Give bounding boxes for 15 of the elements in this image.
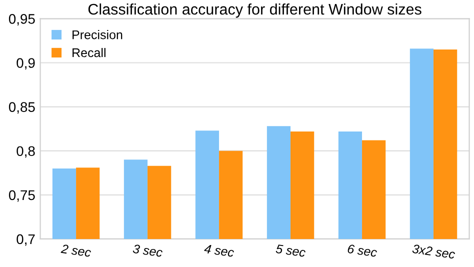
y-tick-label: 0,7 (16, 234, 35, 246)
y-tick-label: 0,9 (16, 58, 35, 70)
x-tick-label: 2 sec (60, 244, 92, 258)
x-tick-label: 5 sec (276, 244, 306, 258)
x-tick-label: 3 sec (132, 244, 163, 258)
y-tick-label: 0,8 (16, 146, 35, 158)
chart-title: Classification accuracy for different Window sizes (88, 3, 422, 18)
y-tick-label: 0,75 (8, 190, 35, 202)
x-tick-label: 3x2 sec (412, 244, 456, 259)
legend-label: Recall (72, 48, 106, 58)
y-tick-label: 0,85 (8, 102, 35, 114)
x-tick-label: 6 sec (347, 244, 378, 258)
legend-label: Precision (72, 30, 122, 40)
y-tick-label: 0,95 (8, 14, 35, 26)
x-tick-label: 4 sec (204, 244, 234, 258)
